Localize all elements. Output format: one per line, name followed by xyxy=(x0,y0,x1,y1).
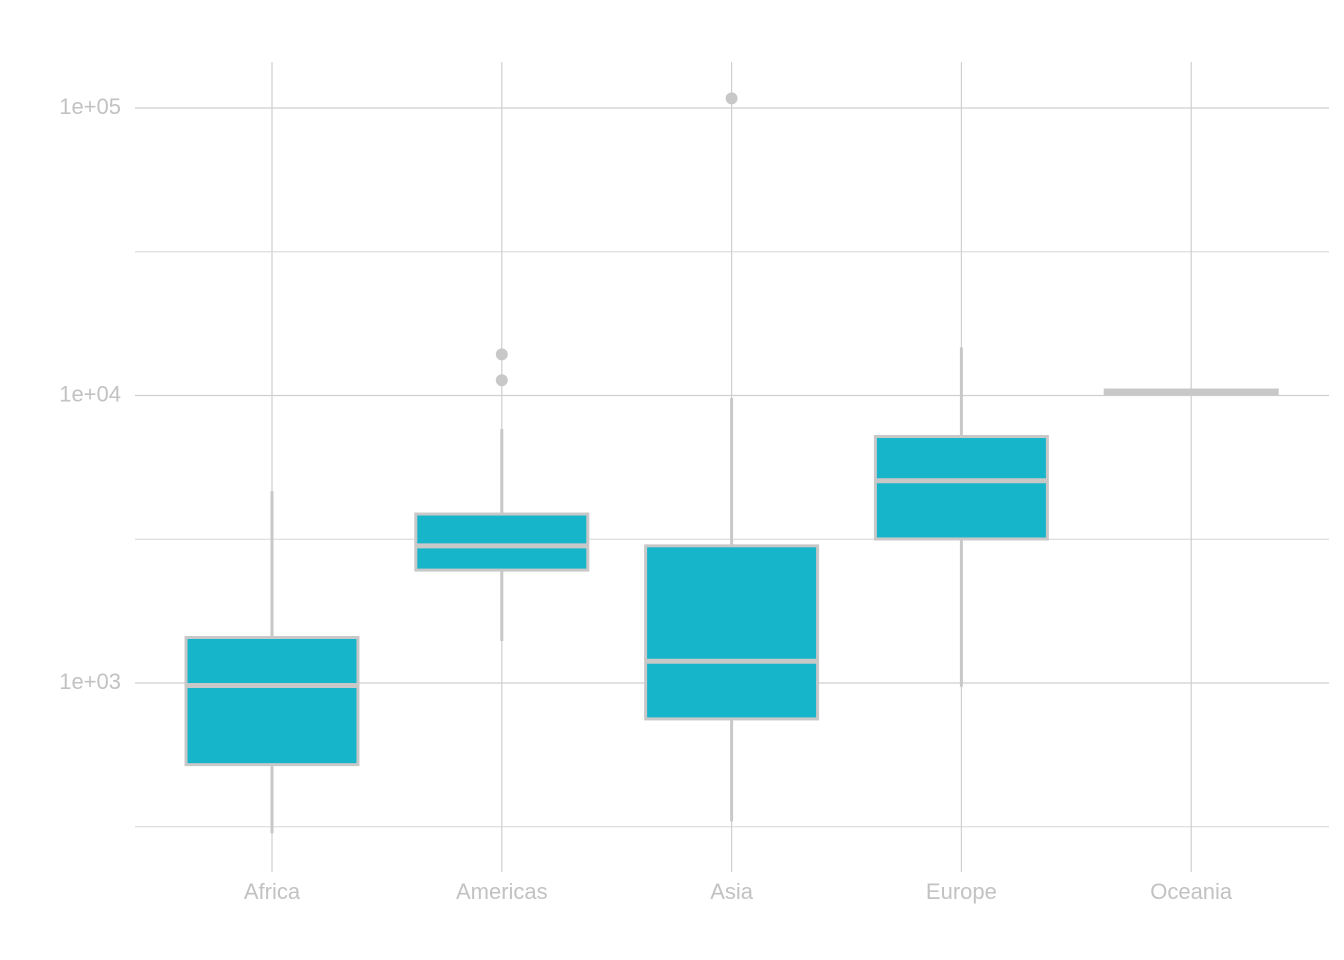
box-oceania xyxy=(1103,388,1279,396)
outlier-point xyxy=(495,348,508,361)
outlier-point xyxy=(495,374,508,387)
boxes xyxy=(184,92,1279,834)
x-tick-label: Africa xyxy=(244,879,301,904)
box-iqr xyxy=(414,512,590,572)
box-iqr xyxy=(644,544,820,721)
y-tick-label: 1e+05 xyxy=(59,94,121,119)
y-axis-tick-labels: 1e+03 1e+04 1e+05 xyxy=(59,94,121,694)
box-iqr xyxy=(873,435,1049,541)
x-axis-tick-labels: Africa Americas Asia Europe Oceania xyxy=(244,879,1233,904)
box-asia xyxy=(644,92,820,822)
box-africa xyxy=(184,491,360,834)
box-europe xyxy=(873,347,1049,687)
box-iqr xyxy=(184,635,360,767)
outlier-point xyxy=(725,92,738,105)
y-tick-label: 1e+04 xyxy=(59,381,121,406)
y-tick-label: 1e+03 xyxy=(59,669,121,694)
x-tick-label: Asia xyxy=(710,879,754,904)
x-tick-label: Oceania xyxy=(1150,879,1233,904)
x-tick-label: Europe xyxy=(926,879,997,904)
box-americas xyxy=(414,348,590,641)
x-tick-label: Americas xyxy=(456,879,548,904)
